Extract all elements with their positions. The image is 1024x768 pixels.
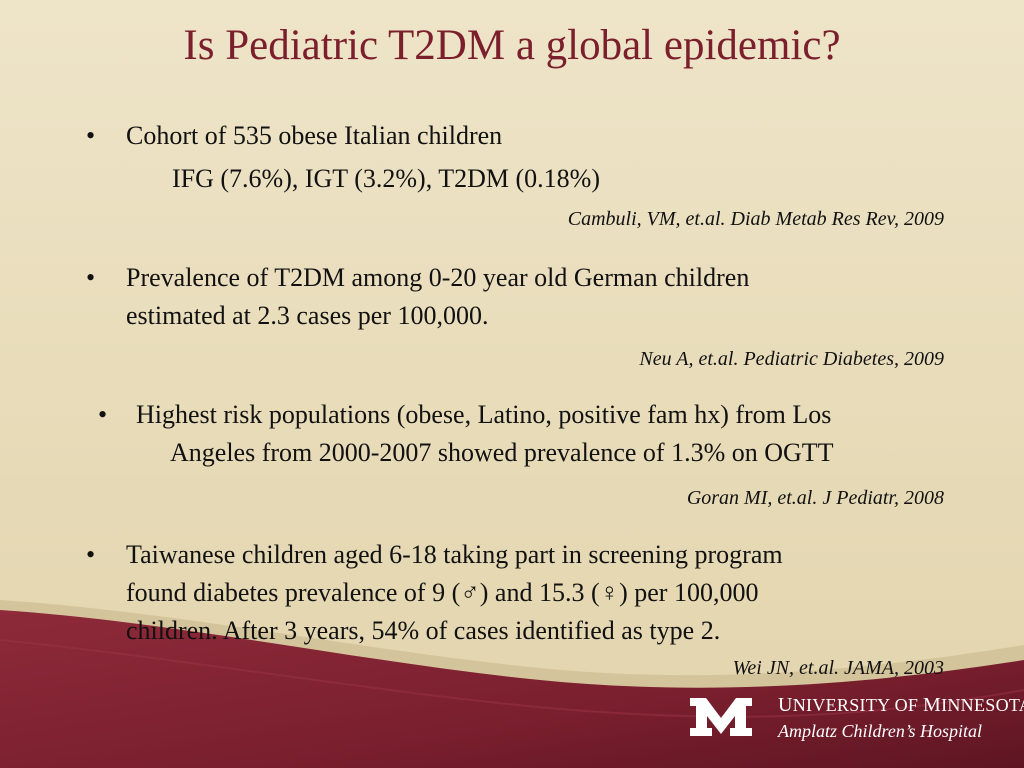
bullet-text-line-2: found diabetes prevalence of 9 (♂) and 1…	[126, 578, 759, 607]
university-m-logo-icon	[690, 698, 752, 736]
citation-cambuli: Cambuli, VM, et.al. Diab Metab Res Rev, …	[567, 208, 944, 230]
bullet-marker: •	[86, 540, 96, 569]
bullet-text: Cohort of 535 obese Italian children	[126, 121, 503, 150]
bullet-text-line-1: Highest risk populations (obese, Latino,…	[136, 400, 832, 429]
bullet-text-line-1: Taiwanese children aged 6-18 taking part…	[126, 540, 783, 569]
bullet-detail-rates: IFG (7.6%), IGT (3.2%), T2DM (0.18%)	[172, 164, 600, 193]
bullet-item-taiwanese-children: • Taiwanese children aged 6-18 taking pa…	[86, 536, 946, 652]
citation-goran: Goran MI, et.al. J Pediatr, 2008	[686, 487, 944, 509]
citation-wei: Wei JN, et.al. JAMA, 2003	[732, 657, 944, 679]
slide-title: Is Pediatric T2DM a global epidemic?	[183, 22, 841, 69]
hospital-name: Amplatz Children’s Hospital	[778, 721, 983, 741]
bullet-item-los-angeles: • Highest risk populations (obese, Latin…	[98, 396, 946, 476]
bullet-marker: •	[86, 263, 96, 292]
bullet-text-line-2: Angeles from 2000-2007 showed prevalence…	[170, 438, 834, 467]
university-name: UNIVERSITY OF MINNESOTA	[778, 694, 1024, 717]
university-name-part: INNESOTA	[941, 695, 1024, 715]
university-name-part: M	[922, 694, 942, 716]
bullet-item-german-children: • Prevalence of T2DM among 0-20 year old…	[86, 259, 946, 339]
bullet-text-line-1: Prevalence of T2DM among 0-20 year old G…	[126, 263, 750, 292]
bullet-text-line-3: children. After 3 years, 54% of cases id…	[126, 616, 721, 645]
citation-neu: Neu A, et.al. Pediatric Diabetes, 2009	[639, 348, 944, 370]
bullet-text-line-2: estimated at 2.3 cases per 100,000.	[126, 301, 489, 330]
bullet-marker: •	[98, 400, 108, 429]
university-name-part: U	[778, 694, 793, 716]
bullet-marker: •	[86, 121, 96, 150]
university-name-part: NIVERSITY OF	[792, 695, 923, 715]
